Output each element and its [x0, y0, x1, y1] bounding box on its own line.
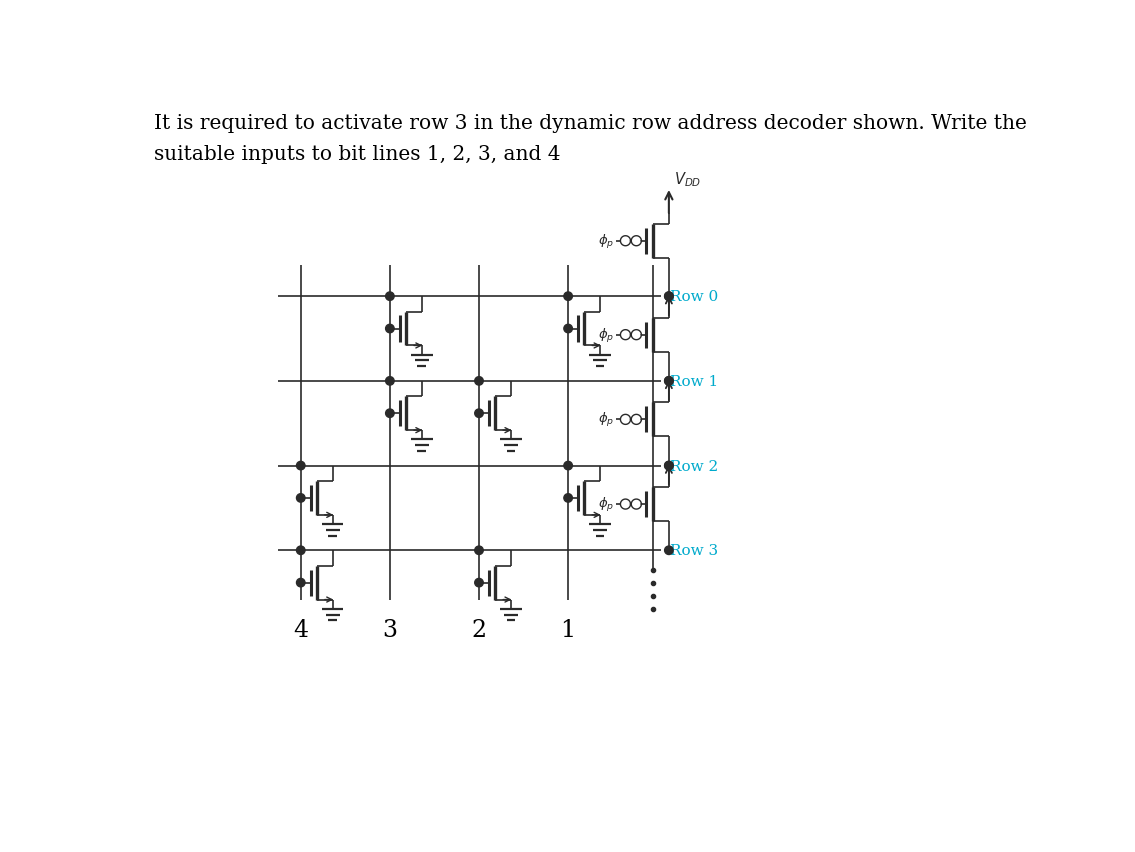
- Text: $\phi_p$: $\phi_p$: [598, 326, 615, 344]
- Circle shape: [296, 462, 305, 470]
- Circle shape: [564, 462, 572, 470]
- Circle shape: [665, 377, 673, 386]
- Text: Row 2: Row 2: [671, 459, 718, 473]
- Circle shape: [386, 410, 394, 418]
- Text: Row 0: Row 0: [671, 290, 718, 304]
- Circle shape: [665, 462, 673, 470]
- Circle shape: [386, 292, 394, 301]
- Circle shape: [665, 462, 673, 470]
- Circle shape: [474, 410, 484, 418]
- Text: $\phi_p$: $\phi_p$: [598, 233, 615, 250]
- Circle shape: [386, 325, 394, 333]
- Circle shape: [296, 494, 305, 503]
- Circle shape: [665, 292, 673, 301]
- Circle shape: [474, 579, 484, 587]
- Text: $V_{DD}$: $V_{DD}$: [674, 170, 701, 189]
- Text: Row 3: Row 3: [671, 544, 718, 557]
- Circle shape: [296, 546, 305, 555]
- Circle shape: [474, 546, 484, 555]
- Text: 2: 2: [471, 619, 487, 642]
- Text: 1: 1: [561, 619, 575, 642]
- Circle shape: [665, 546, 673, 555]
- Circle shape: [564, 325, 572, 333]
- Text: Row 1: Row 1: [671, 374, 718, 389]
- Text: $\phi_p$: $\phi_p$: [598, 411, 615, 429]
- Circle shape: [296, 579, 305, 587]
- Text: 3: 3: [382, 619, 397, 642]
- Circle shape: [474, 377, 484, 386]
- Circle shape: [665, 292, 673, 301]
- Circle shape: [386, 377, 394, 386]
- Circle shape: [564, 292, 572, 301]
- Circle shape: [665, 377, 673, 386]
- Circle shape: [564, 494, 572, 503]
- Text: It is required to activate row 3 in the dynamic row address decoder shown. Write: It is required to activate row 3 in the …: [153, 114, 1026, 133]
- Text: suitable inputs to bit lines 1, 2, 3, and 4: suitable inputs to bit lines 1, 2, 3, an…: [153, 146, 560, 164]
- Text: 4: 4: [293, 619, 309, 642]
- Text: $\phi_p$: $\phi_p$: [598, 496, 615, 514]
